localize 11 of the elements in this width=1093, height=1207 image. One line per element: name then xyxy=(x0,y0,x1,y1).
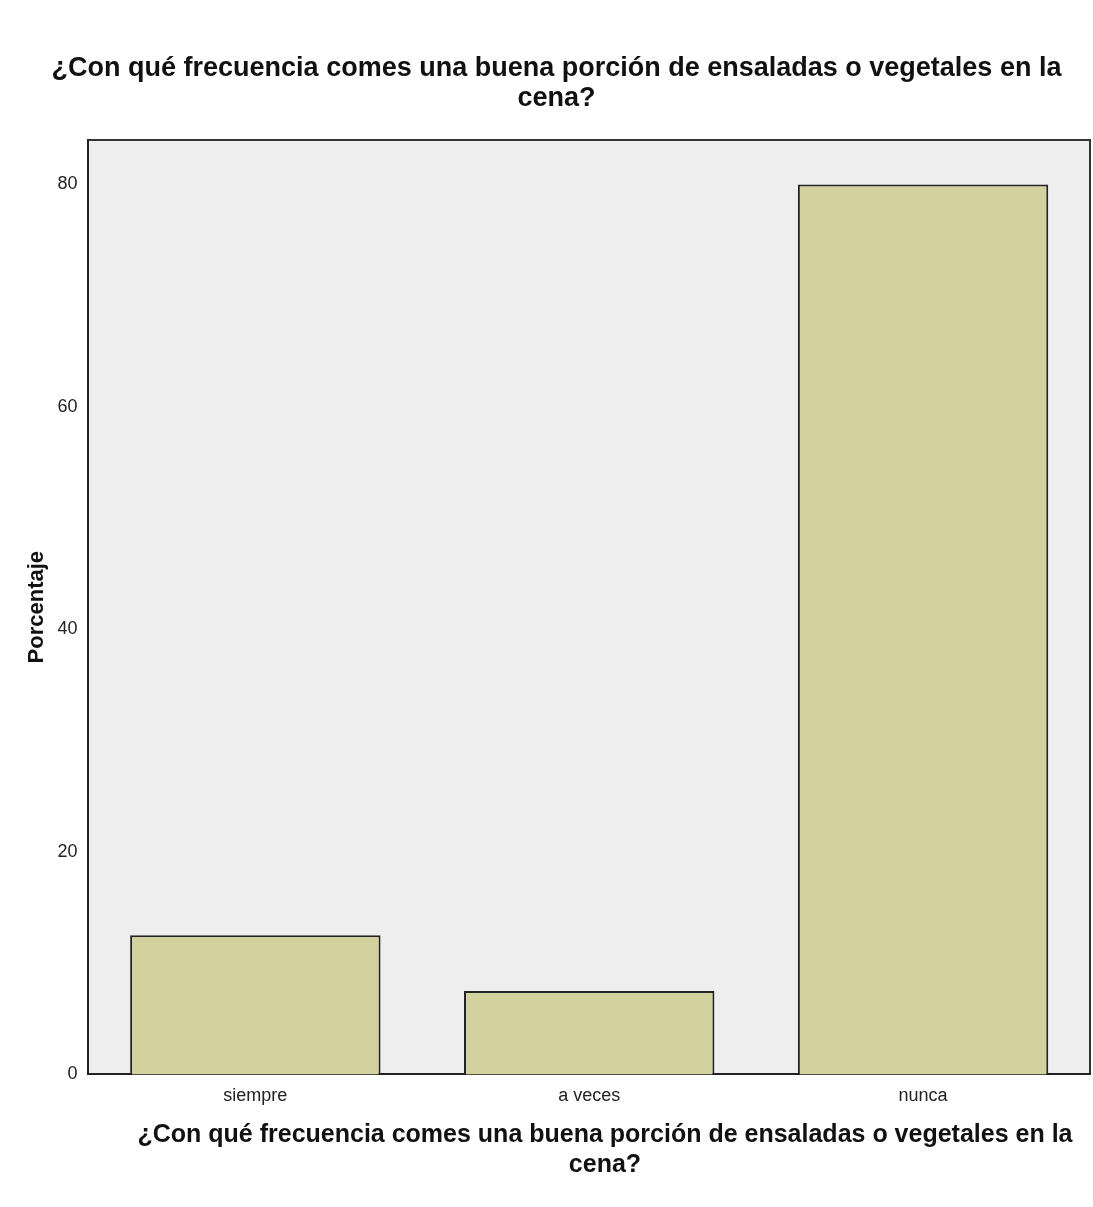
y-tick-label: 0 xyxy=(67,1063,78,1084)
y-tick-label: 40 xyxy=(57,618,78,639)
x-tick-label: a veces xyxy=(558,1085,621,1106)
y-tick-label: 20 xyxy=(57,840,78,861)
chart-title: ¿Con qué frecuencia comes una buena porción de ensaladas o vegetales en la cena? xyxy=(50,52,1063,112)
x-tick-label: nunca xyxy=(898,1085,949,1106)
y-tick-label: 80 xyxy=(57,173,78,194)
x-tick-label: siempre xyxy=(223,1085,288,1106)
x-axis-title: ¿Con qué frecuencia comes una buena porción de ensaladas o vegetales en la cena? xyxy=(136,1118,1074,1178)
y-tick-label: 60 xyxy=(57,395,78,416)
y-axis-title: Porcentaje xyxy=(23,550,49,664)
